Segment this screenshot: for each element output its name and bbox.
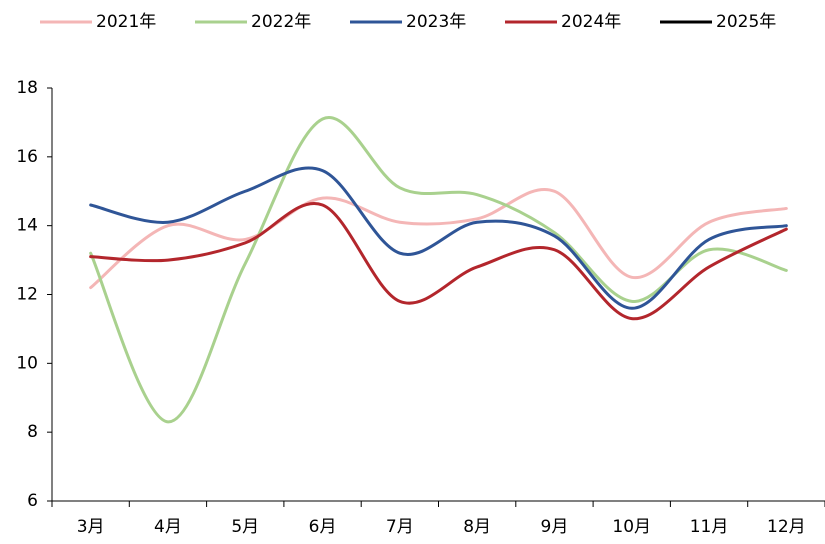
x-tick-label: 11月 bbox=[690, 517, 729, 537]
legend-label: 2023年 bbox=[406, 12, 466, 32]
x-tick-label: 10月 bbox=[612, 517, 651, 537]
legend-label: 2021年 bbox=[96, 12, 156, 32]
x-tick-label: 4月 bbox=[154, 517, 182, 537]
y-tick-label: 10 bbox=[16, 353, 38, 373]
legend-label: 2022年 bbox=[251, 12, 311, 32]
x-tick-label: 8月 bbox=[463, 517, 491, 537]
legend-label: 2024年 bbox=[561, 12, 621, 32]
y-tick-label: 12 bbox=[16, 285, 38, 305]
x-tick-label: 6月 bbox=[309, 517, 337, 537]
y-tick-label: 8 bbox=[27, 422, 38, 442]
y-tick-label: 18 bbox=[16, 78, 38, 98]
series-line bbox=[89, 115, 788, 424]
y-tick-label: 14 bbox=[16, 216, 38, 236]
x-tick-label: 12月 bbox=[767, 517, 806, 537]
x-tick-label: 7月 bbox=[386, 517, 414, 537]
y-tick-label: 6 bbox=[27, 491, 38, 511]
series-line bbox=[89, 201, 788, 321]
series-line bbox=[89, 188, 788, 290]
x-tick-label: 5月 bbox=[231, 517, 259, 537]
x-tick-label: 3月 bbox=[77, 517, 105, 537]
legend-label: 2025年 bbox=[716, 12, 776, 32]
series-line bbox=[89, 166, 788, 310]
x-tick-label: 9月 bbox=[541, 517, 569, 537]
y-tick-label: 16 bbox=[16, 147, 38, 167]
